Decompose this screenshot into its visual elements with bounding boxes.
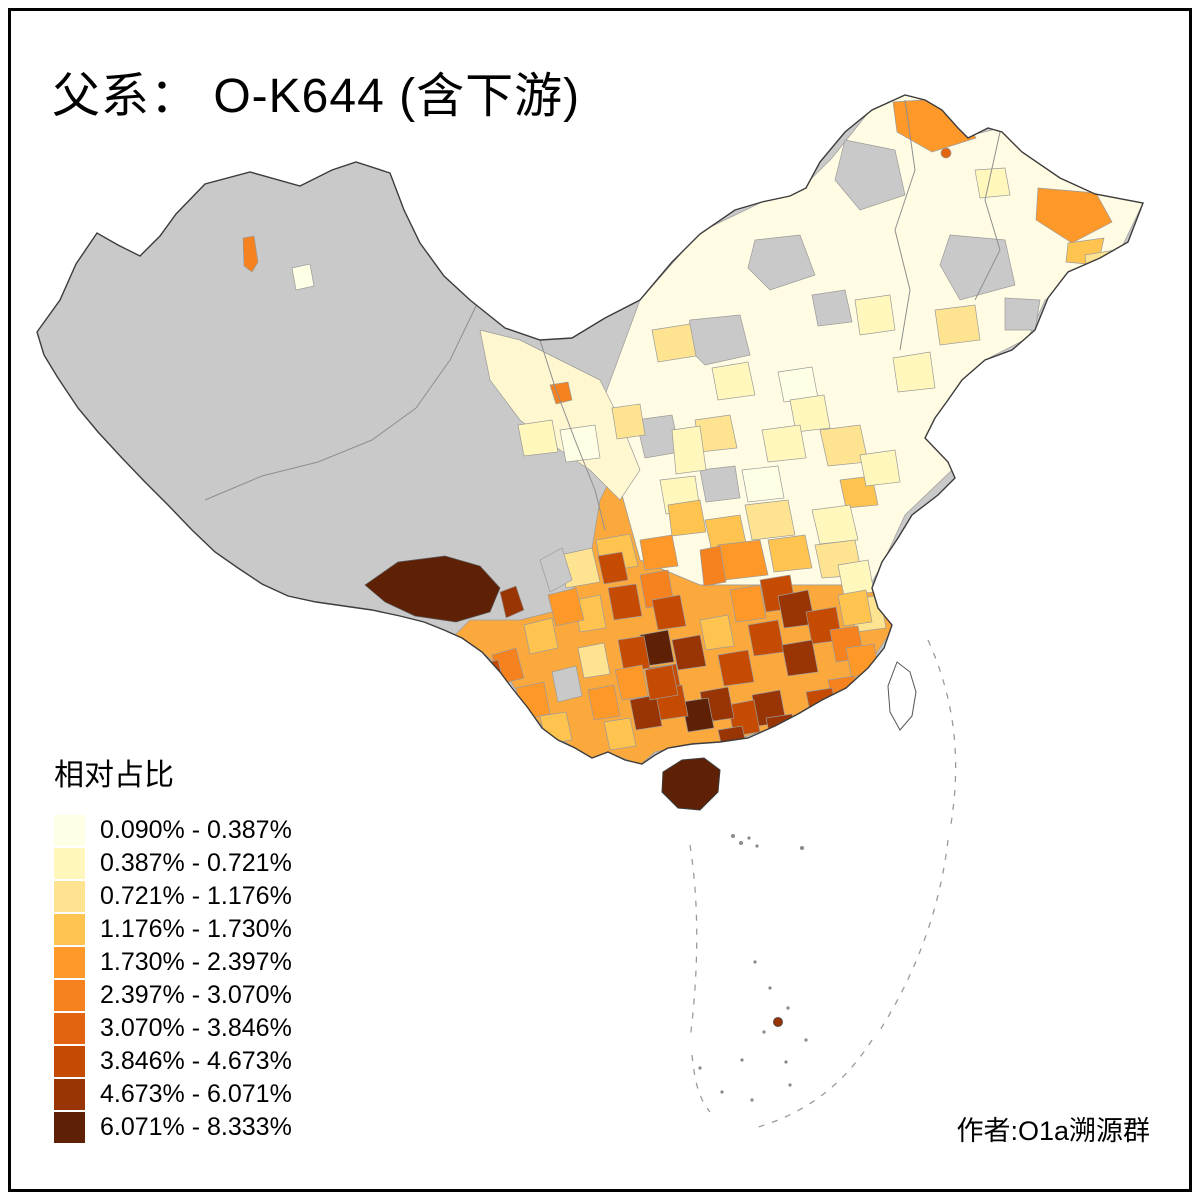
- legend-item: 0.387% - 0.721%: [54, 847, 292, 880]
- islands: [661, 661, 917, 1102]
- legend-item: 6.071% - 8.333%: [54, 1111, 292, 1144]
- legend-item: 1.730% - 2.397%: [54, 946, 292, 979]
- hainan-island: [661, 757, 721, 811]
- legend-item: 3.070% - 3.846%: [54, 1012, 292, 1045]
- legend-item: 0.090% - 0.387%: [54, 814, 292, 847]
- legend-label: 3.846% - 4.673%: [100, 1047, 292, 1075]
- mainland: [36, 94, 1144, 765]
- legend-swatch: [54, 980, 85, 1011]
- legend-label: 2.397% - 3.070%: [100, 981, 292, 1009]
- legend-label: 0.387% - 0.721%: [100, 849, 292, 877]
- legend-swatch: [54, 914, 85, 945]
- legend-swatch: [54, 1013, 85, 1044]
- legend-item: 2.397% - 3.070%: [54, 979, 292, 1012]
- legend-items: 0.090% - 0.387% 0.387% - 0.721% 0.721% - 1…: [54, 814, 292, 1144]
- legend-label: 1.176% - 1.730%: [100, 915, 292, 943]
- legend-swatch: [54, 947, 85, 978]
- scs-dark-island: [773, 1017, 783, 1027]
- legend-label: 1.730% - 2.397%: [100, 948, 292, 976]
- legend-swatch: [54, 815, 85, 846]
- legend-item: 3.846% - 4.673%: [54, 1045, 292, 1078]
- map-regions: [204, 95, 1143, 764]
- legend-swatch: [54, 881, 85, 912]
- legend-item: 0.721% - 1.176%: [54, 880, 292, 913]
- legend-title: 相对占比: [54, 759, 174, 792]
- attribution: 作者:O1a溯源群: [956, 1116, 1150, 1146]
- legend-swatch: [54, 1046, 85, 1077]
- taiwan-island: [887, 661, 917, 731]
- legend-label: 3.070% - 3.846%: [100, 1014, 292, 1042]
- legend-label: 4.673% - 6.071%: [100, 1080, 292, 1108]
- legend-item: 1.176% - 1.730%: [54, 913, 292, 946]
- china-outline: [36, 94, 1144, 765]
- legend-swatch: [54, 1079, 85, 1110]
- south-china-sea-islets: [698, 834, 808, 1102]
- legend-label: 6.071% - 8.333%: [100, 1113, 292, 1141]
- legend-label: 0.090% - 0.387%: [100, 816, 292, 844]
- legend: 相对占比 0.090% - 0.387% 0.387% - 0.721% 0.721…: [54, 750, 292, 1144]
- legend-swatch: [54, 848, 85, 879]
- legend-label: 0.721% - 1.176%: [100, 882, 292, 910]
- legend-item: 4.673% - 6.071%: [54, 1078, 292, 1111]
- nine-dash-line: [689, 639, 957, 1129]
- legend-swatch: [54, 1112, 85, 1143]
- page-title: 父系： O-K644 (含下游): [52, 70, 581, 123]
